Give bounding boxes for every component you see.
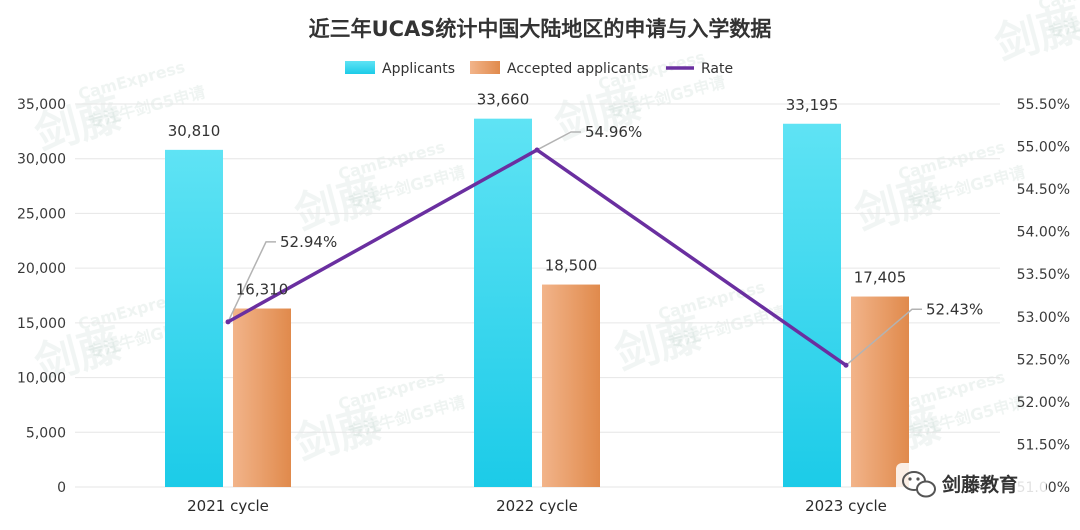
y-axis-left: 0 5,000 10,000 15,000 20,000 25,000 30,000 35,0… [17, 97, 66, 496]
y-left-tick-label: 20,000 [17, 261, 66, 277]
bar-series [165, 118, 909, 488]
y-right-tick-label: 54.50% [1017, 182, 1070, 198]
rate-leader-line [536, 131, 581, 151]
y-left-tick-label: 35,000 [17, 97, 66, 113]
legend-swatch-applicants [345, 61, 375, 74]
bar-accepted [233, 308, 291, 487]
bar-applicants [165, 149, 223, 487]
y-left-tick-label: 10,000 [17, 371, 66, 387]
bar-applicants [474, 118, 532, 488]
data-label-rate: 52.43% [926, 300, 983, 318]
y-right-tick-label: 52.50% [1017, 352, 1070, 368]
legend-item-rate: Rate [666, 61, 733, 77]
wechat-icon [902, 471, 936, 498]
data-labels: 30,810 16,310 33,660 18,500 33,195 17,405 52.9… [168, 91, 983, 319]
y-left-tick-label: 15,000 [17, 316, 66, 332]
y-right-tick-label: 53.00% [1017, 310, 1070, 326]
y-left-tick-label: 30,000 [17, 152, 66, 168]
data-label-rate: 52.94% [280, 233, 337, 251]
legend: Applicants Accepted applicants Rate [345, 61, 733, 77]
data-label-accepted: 18,500 [545, 257, 598, 275]
y-right-tick-label: 51.50% [1017, 437, 1070, 453]
data-label-applicants: 33,195 [786, 96, 839, 114]
data-label-applicants: 33,660 [477, 91, 530, 109]
legend-label-rate: Rate [701, 61, 733, 77]
chart-title: 近三年UCAS统计中国大陆地区的申请与入学数据 [309, 17, 772, 41]
legend-item-accepted: Accepted applicants [470, 61, 649, 77]
y-right-tick-label: 55.00% [1017, 140, 1070, 156]
legend-label-accepted: Accepted applicants [507, 61, 649, 77]
y-axis-right: 51.00%51.50%52.00%52.50%53.00%53.50%54.0… [1017, 97, 1070, 496]
data-label-accepted: 16,310 [236, 281, 289, 299]
x-axis-category-label: 2022 cycle [496, 497, 578, 515]
y-right-tick-label: 53.50% [1017, 267, 1070, 283]
data-label-rate: 54.96% [585, 123, 642, 141]
y-left-tick-label: 0 [57, 480, 66, 496]
legend-label-applicants: Applicants [382, 61, 455, 77]
y-right-tick-label: 54.00% [1017, 225, 1070, 241]
y-left-tick-label: 25,000 [17, 206, 66, 222]
bar-accepted [851, 296, 909, 487]
bar-accepted [542, 284, 600, 487]
x-axis-categories: 2021 cycle 2022 cycle 2023 cycle [187, 497, 887, 515]
y-left-tick-label: 5,000 [26, 425, 66, 441]
rate-leader-line [227, 241, 276, 323]
legend-item-applicants: Applicants [345, 61, 455, 77]
x-axis-category-label: 2021 cycle [187, 497, 269, 515]
rate-line [227, 148, 848, 367]
data-label-applicants: 30,810 [168, 122, 221, 140]
data-label-accepted: 17,405 [854, 269, 907, 287]
y-right-tick-label: 52.00% [1017, 395, 1070, 411]
brand-badge: 剑藤教育 [896, 463, 1046, 503]
rate-leader-line [845, 308, 922, 366]
bar-applicants [783, 123, 841, 487]
x-axis-category-label: 2023 cycle [805, 497, 887, 515]
y-right-tick-label: 55.50% [1017, 97, 1070, 113]
legend-swatch-accepted [470, 61, 500, 74]
brand-badge-text: 剑藤教育 [941, 473, 1018, 496]
